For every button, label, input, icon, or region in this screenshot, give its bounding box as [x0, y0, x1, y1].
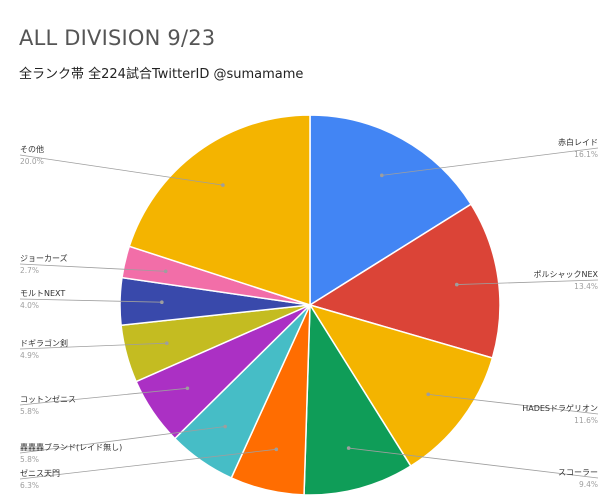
pie-slice-1: [308, 203, 501, 359]
slice-percent-0: 16.1%: [574, 150, 598, 159]
chart-subtitle: 全ランク帯 全224試合TwitterID @sumamame: [19, 67, 304, 82]
slice-label-5: 轟轟轟ブランド(レイド無し): [20, 442, 122, 452]
slice-label-group-9: ジョーカーズ 2.7%: [19, 253, 168, 275]
pie-slices: [119, 114, 501, 496]
slice-label-10: その他: [20, 144, 44, 154]
leader-line-6: [19, 387, 188, 406]
pie-labels: 赤白レイド 16.1% ポルシャックNEX 13.4% HADESドラゲリオン 11.6%…: [19, 137, 599, 490]
slice-label-1: ポルシャックNEX: [533, 270, 598, 279]
slice-label-group-2: HADESドラゲリオン 11.6%: [426, 392, 599, 425]
slice-label-group-0: 赤白レイド 16.1%: [380, 137, 599, 178]
slice-percent-5: 5.8%: [20, 455, 39, 464]
slice-label-group-6: コットンゼニス 5.8%: [19, 386, 190, 416]
slice-percent-3: 9.4%: [579, 480, 598, 489]
slice-percent-10: 20.0%: [20, 157, 44, 166]
pie-slice-3: [303, 302, 412, 496]
slice-percent-9: 2.7%: [20, 266, 39, 275]
slice-label-2: HADESドラゲリオン: [522, 403, 598, 413]
slice-percent-8: 4.0%: [20, 301, 39, 310]
leader-line-0: [381, 147, 599, 176]
slice-percent-6: 5.8%: [20, 407, 39, 416]
slice-label-group-3: スコーラー 9.4%: [346, 446, 599, 489]
leader-line-2: [428, 393, 599, 415]
slice-label-group-10: その他 20.0%: [19, 144, 225, 187]
slice-label-group-8: モルトNEXT 4.0%: [19, 289, 164, 310]
slice-label-6: コットンゼニス: [20, 394, 76, 404]
leader-line-9: [19, 263, 166, 272]
slice-label-8: モルトNEXT: [20, 289, 65, 298]
slice-percent-2: 11.6%: [574, 416, 598, 425]
pie-slice-10: [128, 114, 311, 307]
leader-line-7: [19, 342, 167, 350]
slice-label-0: 赤白レイド: [558, 137, 598, 147]
slice-label-7: ドギラゴン剣: [20, 338, 68, 348]
chart-title: ALL DIVISION 9/23: [19, 26, 216, 50]
slice-label-4: ゼニス天門: [20, 468, 60, 478]
leader-line-1: [456, 279, 599, 285]
slice-label-group-5: 轟轟轟ブランド(レイド無し) 5.8%: [19, 424, 227, 464]
slice-percent-7: 4.9%: [20, 351, 39, 360]
slice-label-group-7: ドギラゴン剣 4.9%: [19, 338, 169, 360]
slice-label-9: ジョーカーズ: [20, 253, 68, 263]
slice-percent-1: 13.4%: [574, 282, 598, 291]
leader-line-10: [19, 154, 223, 186]
leader-line-8: [19, 298, 162, 303]
leader-line-5: [19, 426, 226, 454]
leader-line-4: [19, 448, 277, 480]
slice-label-group-1: ポルシャックNEX 13.4%: [454, 270, 599, 291]
pie-slice-0: [309, 114, 473, 307]
leader-line-3: [348, 447, 599, 479]
slice-label-3: スコーラー: [558, 468, 598, 477]
pie-slice-2: [308, 303, 494, 468]
slice-label-group-4: ゼニス天門 6.3%: [19, 447, 279, 490]
slice-percent-4: 6.3%: [20, 481, 39, 490]
